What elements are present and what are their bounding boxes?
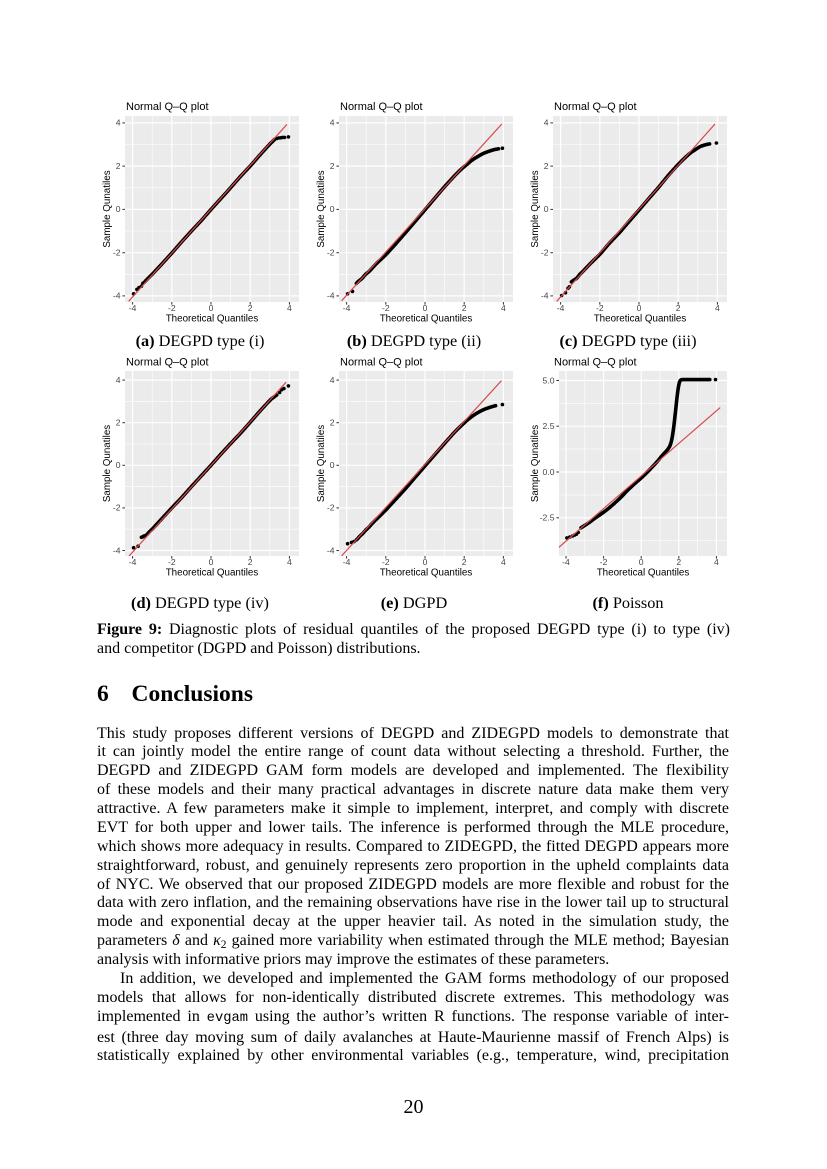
svg-text:0: 0 [116,460,121,470]
svg-text:-2: -2 [382,303,390,313]
svg-text:-4: -4 [562,557,570,567]
svg-text:Theoretical Quantiles: Theoretical Quantiles [380,314,473,325]
svg-text:4: 4 [330,118,335,128]
svg-text:2.5: 2.5 [543,421,555,431]
svg-text:0: 0 [637,303,642,313]
svg-text:0: 0 [544,204,549,214]
svg-text:Sample Qunatiles: Sample Qunatiles [102,170,113,247]
svg-text:-4: -4 [129,303,137,313]
svg-text:0: 0 [423,303,428,313]
svg-text:0: 0 [209,303,214,313]
svg-text:0: 0 [330,204,335,214]
svg-text:0: 0 [330,460,335,470]
svg-text:Theoretical Quantiles: Theoretical Quantiles [597,568,690,579]
svg-text:5.0: 5.0 [543,375,555,385]
svg-text:2: 2 [330,418,335,428]
svg-text:4: 4 [715,303,720,313]
svg-text:-4: -4 [541,291,549,301]
svg-text:Sample Qunatiles: Sample Qunatiles [316,170,327,247]
svg-text:-4: -4 [113,291,121,301]
svg-text:-4: -4 [343,557,351,567]
svg-text:Normal Q–Q plot: Normal Q–Q plot [126,357,209,369]
svg-text:2: 2 [248,557,253,567]
svg-text:-2: -2 [596,303,604,313]
svg-text:2: 2 [544,161,549,171]
svg-text:4: 4 [116,118,121,128]
svg-text:Theoretical Quantiles: Theoretical Quantiles [166,314,259,325]
svg-text:Theoretical Quantiles: Theoretical Quantiles [380,568,473,579]
svg-text:Theoretical Quantiles: Theoretical Quantiles [594,314,687,325]
svg-text:-2: -2 [168,303,176,313]
svg-text:Normal Q–Q plot: Normal Q–Q plot [340,101,423,113]
svg-text:0: 0 [116,204,121,214]
svg-text:-4: -4 [327,291,335,301]
svg-text:-2: -2 [168,557,176,567]
svg-text:2: 2 [116,161,121,171]
svg-text:Sample Qunatiles: Sample Qunatiles [102,425,113,502]
svg-text:4: 4 [116,375,121,385]
svg-text:-4: -4 [327,545,335,555]
svg-text:Normal Q–Q plot: Normal Q–Q plot [554,101,637,113]
svg-text:-2: -2 [113,503,121,513]
svg-text:4: 4 [501,303,506,313]
svg-text:4: 4 [287,303,292,313]
svg-text:4: 4 [287,557,292,567]
svg-text:4: 4 [544,118,549,128]
svg-text:0: 0 [423,557,428,567]
svg-text:4: 4 [501,557,506,567]
svg-text:4: 4 [330,375,335,385]
svg-text:2: 2 [462,303,467,313]
svg-text:4: 4 [714,557,719,567]
svg-text:Sample Qunatiles: Sample Qunatiles [316,425,327,502]
svg-text:2: 2 [330,161,335,171]
svg-text:Normal Q–Q plot: Normal Q–Q plot [340,357,423,369]
svg-text:0: 0 [209,557,214,567]
svg-text:-2.5: -2.5 [540,513,555,523]
svg-text:2: 2 [462,557,467,567]
svg-text:2: 2 [248,303,253,313]
svg-text:-2: -2 [327,248,335,258]
svg-text:Sample Qunatiles: Sample Qunatiles [530,170,541,247]
svg-text:-4: -4 [343,303,351,313]
svg-text:Normal Q–Q plot: Normal Q–Q plot [126,101,209,113]
svg-text:2: 2 [116,418,121,428]
svg-text:-4: -4 [129,557,137,567]
svg-text:Normal Q–Q plot: Normal Q–Q plot [554,357,637,369]
svg-text:-4: -4 [113,545,121,555]
svg-text:2: 2 [676,557,681,567]
svg-text:-2: -2 [382,557,390,567]
svg-text:Sample Qunatiles: Sample Qunatiles [530,425,541,502]
svg-text:0.0: 0.0 [543,467,555,477]
svg-text:2: 2 [676,303,681,313]
svg-text:-2: -2 [600,557,608,567]
svg-text:-2: -2 [113,248,121,258]
svg-text:-4: -4 [557,303,565,313]
svg-text:-2: -2 [327,503,335,513]
svg-text:0: 0 [639,557,644,567]
svg-text:Theoretical Quantiles: Theoretical Quantiles [166,568,259,579]
svg-text:-2: -2 [541,248,549,258]
